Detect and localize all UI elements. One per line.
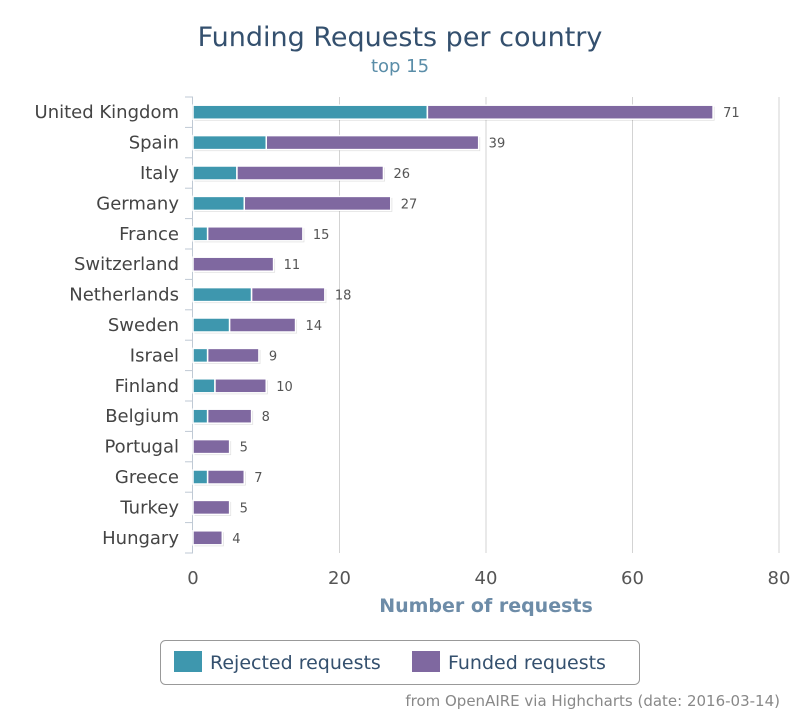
category-label: Sweden [108, 315, 179, 336]
bar-funded[interactable] [426, 104, 714, 120]
bar-funded[interactable] [265, 134, 480, 151]
category-label: Portugal [104, 437, 179, 458]
x-tick-label: 80 [768, 568, 791, 589]
bar-rejected[interactable] [192, 226, 209, 242]
bar-total-label: 7 [254, 471, 262, 486]
bar-total-label: 5 [240, 441, 248, 456]
category-label: Belgium [105, 406, 179, 427]
bar-total-label: 15 [313, 228, 330, 243]
category-label: France [119, 224, 179, 245]
bar-rejected[interactable] [192, 195, 246, 212]
bar-total-label: 39 [489, 137, 506, 152]
category-label: Italy [140, 163, 179, 184]
category-label: Switzerland [74, 254, 179, 275]
category-label: Israel [130, 345, 179, 366]
category-label: Germany [96, 193, 179, 214]
legend-swatch-funded[interactable] [412, 651, 440, 672]
bar-total-label: 11 [284, 258, 301, 273]
bar-funded[interactable] [206, 226, 304, 242]
bar-funded[interactable] [228, 317, 297, 333]
bar-total-label: 71 [723, 106, 740, 121]
bar-total-label: 10 [276, 380, 293, 395]
category-label: United Kingdom [35, 102, 179, 123]
legend: Rejected requests Funded requests [160, 640, 640, 685]
legend-item-rejected[interactable]: Rejected requests [210, 652, 381, 674]
bar-total-label: 5 [240, 501, 248, 516]
data-labels: 71 39 26 27 15 11 18 14 9 10 8 575 4 [232, 106, 739, 547]
category-label: Turkey [119, 497, 179, 518]
category-label: Netherlands [69, 285, 179, 306]
value-axis-title: Number of requests [379, 595, 593, 617]
category-label: Spain [129, 133, 179, 154]
bar-funded[interactable] [192, 438, 231, 455]
bar-rejected[interactable] [192, 286, 253, 303]
category-label: Greece [115, 467, 179, 488]
x-tick-label: 20 [328, 568, 351, 589]
bar-total-label: 8 [262, 410, 270, 425]
bar-funded[interactable] [236, 165, 385, 181]
bar-total-label: 9 [269, 349, 277, 364]
bar-rejected[interactable] [192, 347, 209, 364]
bar-rejected[interactable] [192, 469, 209, 485]
legend-box [160, 640, 640, 685]
bar-funded[interactable] [250, 286, 326, 303]
bar-funded[interactable] [214, 378, 268, 394]
bar-funded[interactable] [206, 347, 260, 364]
bar-rejected[interactable] [192, 408, 209, 424]
x-axis-ticks: 0 20 40 60 80 [187, 568, 790, 589]
x-tick-label: 0 [187, 568, 198, 589]
category-labels: United Kingdom Spain Italy Germany France Swi… [35, 102, 180, 549]
bar-funded[interactable] [192, 530, 224, 546]
bar-total-label: 4 [232, 532, 240, 547]
bar-funded[interactable] [192, 499, 231, 516]
category-label: Hungary [102, 528, 179, 549]
bar-total-label: 18 [335, 289, 352, 304]
category-label: Finland [115, 376, 179, 397]
x-tick-label: 60 [621, 568, 644, 589]
bar-total-label: 14 [306, 319, 323, 334]
legend-item-funded[interactable]: Funded requests [448, 652, 606, 674]
bar-rejected[interactable] [192, 134, 267, 151]
bar-total-label: 27 [401, 197, 418, 212]
bar-rejected[interactable] [192, 165, 238, 181]
bar-funded[interactable] [243, 195, 392, 212]
chart-title: Funding Requests per country [198, 22, 603, 53]
credits-text[interactable]: from OpenAIRE via Highcharts (date: 2016… [405, 692, 780, 710]
chart-subtitle: top 15 [371, 56, 429, 77]
bar-total-label: 26 [393, 167, 410, 182]
bar-rejected[interactable] [192, 378, 216, 394]
bar-rejected[interactable] [192, 317, 231, 333]
legend-swatch-rejected[interactable] [174, 651, 202, 672]
bar-rejected[interactable] [192, 104, 429, 120]
bar-funded[interactable] [206, 469, 246, 485]
x-tick-label: 40 [475, 568, 498, 589]
bars-group [192, 104, 715, 547]
bar-funded[interactable] [192, 256, 275, 272]
bar-funded[interactable] [206, 408, 253, 424]
